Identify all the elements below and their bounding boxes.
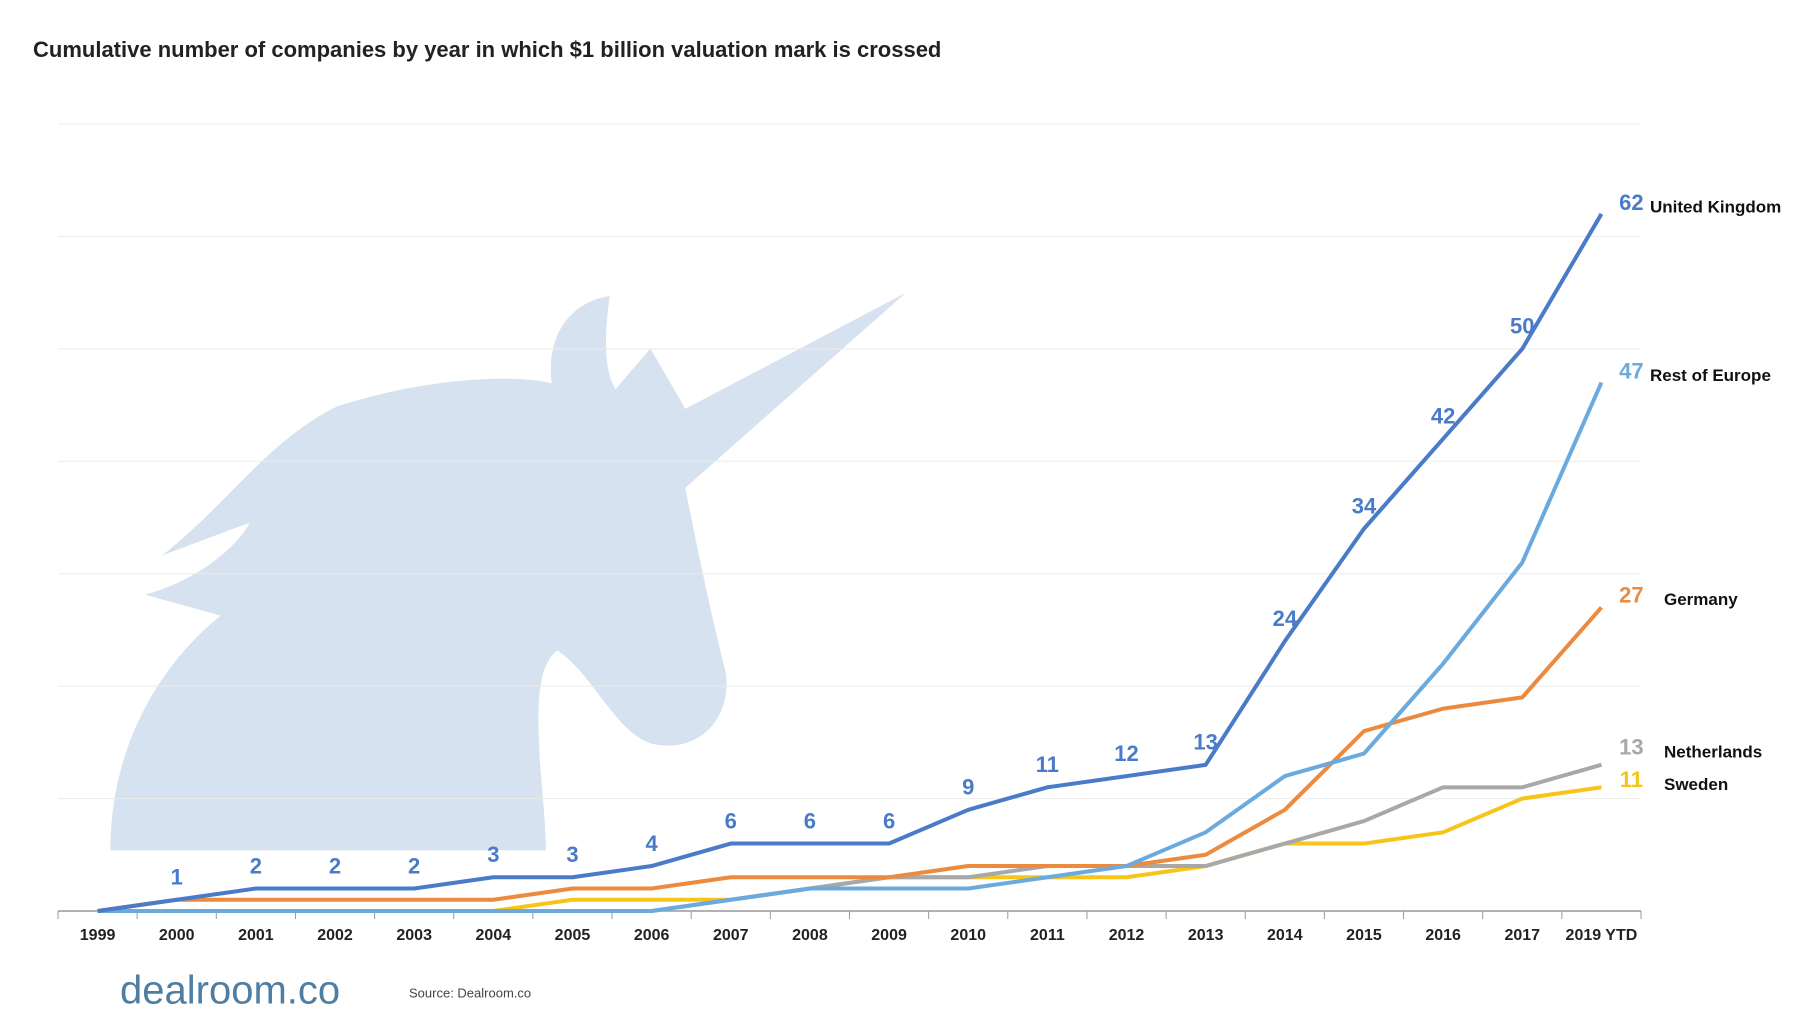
x-tick-label: 2016 — [1425, 927, 1461, 944]
x-tick-label: 2009 — [871, 927, 907, 944]
x-tick-label: 2013 — [1188, 927, 1224, 944]
data-label: 27 — [1619, 582, 1643, 607]
x-tick-label: 2019 YTD — [1566, 927, 1638, 944]
source-note: Source: Dealroom.co — [409, 985, 531, 1000]
data-label: 4 — [646, 831, 659, 856]
x-tick-label: 2017 — [1504, 927, 1540, 944]
x-tick-label: 2011 — [1030, 927, 1065, 944]
x-tick-label: 2015 — [1346, 927, 1382, 944]
data-label: 2 — [250, 853, 262, 878]
data-label: 47 — [1619, 358, 1643, 383]
x-tick-label: 2012 — [1109, 927, 1145, 944]
data-label: 13 — [1619, 735, 1643, 760]
data-label: 50 — [1510, 314, 1534, 339]
x-tick-label: 2000 — [159, 927, 195, 944]
data-label: 24 — [1273, 606, 1298, 631]
x-tick-label: 2006 — [634, 927, 670, 944]
data-label: 62 — [1619, 190, 1643, 215]
x-tick-label: 2003 — [396, 927, 432, 944]
x-tick-label: 2001 — [238, 927, 274, 944]
chart-title: Cumulative number of companies by year i… — [33, 37, 941, 62]
x-tick-label: 2005 — [555, 927, 591, 944]
x-tick-label: 2004 — [476, 927, 512, 944]
data-label: 1 — [171, 865, 183, 890]
data-label: 2 — [408, 853, 420, 878]
data-label: 11 — [1036, 752, 1059, 777]
data-label: 13 — [1193, 730, 1217, 755]
data-label: 3 — [487, 842, 499, 867]
x-tick-label: 2002 — [317, 927, 353, 944]
line-series — [97, 606, 1603, 913]
line-series — [97, 212, 1604, 913]
data-label: 9 — [962, 775, 974, 800]
x-tick-label: 2008 — [792, 927, 828, 944]
series-label: Rest of Europe — [1650, 366, 1771, 385]
series-label: Netherlands — [1664, 742, 1762, 761]
data-label: 42 — [1431, 404, 1455, 429]
x-tick-label: 2014 — [1267, 927, 1303, 944]
data-label: 2 — [329, 853, 341, 878]
x-tick-label: 2010 — [950, 927, 986, 944]
data-label: 11 — [1620, 767, 1643, 792]
logo: dealroom.co — [120, 969, 340, 1013]
series-label: Germany — [1664, 590, 1738, 609]
data-label: 6 — [804, 808, 816, 833]
series-label: Sweden — [1664, 775, 1728, 794]
data-label: 12 — [1114, 741, 1138, 766]
x-tick-label: 2007 — [713, 927, 749, 944]
line-series — [97, 381, 1604, 913]
data-label: 6 — [883, 808, 895, 833]
data-label: 3 — [566, 842, 578, 867]
unicorn-silhouette — [110, 292, 906, 851]
x-tick-label: 1999 — [80, 927, 116, 944]
series-label: United Kingdom — [1650, 197, 1781, 216]
data-label: 6 — [725, 808, 737, 833]
data-label: 34 — [1352, 494, 1377, 519]
